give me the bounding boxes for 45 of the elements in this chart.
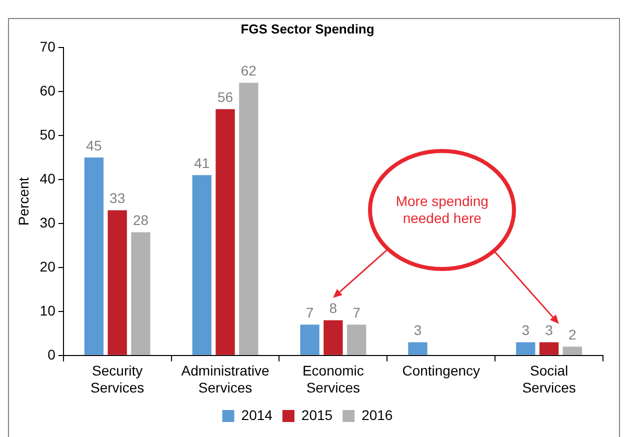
bar [216, 109, 235, 355]
chart-title: FGS Sector Spending [240, 21, 374, 36]
bar [408, 342, 428, 355]
x-tick-label: Economic Services [302, 362, 364, 396]
data-label: 62 [240, 62, 257, 79]
y-axis-title: Percent [15, 177, 32, 226]
bar [84, 158, 104, 355]
legend-label: 2016 [362, 406, 393, 423]
data-label: 45 [86, 137, 102, 154]
bar [516, 342, 536, 355]
x-tick-label: Contingency [402, 362, 480, 379]
data-label: 28 [132, 212, 149, 228]
data-label: 7 [352, 304, 361, 320]
annotation: More spending needed here [394, 193, 490, 228]
y-tick-label: 50 [40, 126, 56, 142]
legend-label: 2015 [301, 406, 333, 423]
y-tick-label: 40 [40, 170, 56, 186]
y-tick-label: 70 [40, 38, 56, 54]
legend-label: 2014 [241, 406, 273, 423]
y-tick-label: 10 [40, 302, 56, 318]
bar [192, 175, 212, 355]
bar [539, 342, 559, 355]
x-tick-label: Social Services [522, 362, 576, 396]
data-label: 7 [306, 304, 314, 320]
y-tick-label: 0 [48, 346, 56, 362]
data-label: 41 [194, 154, 210, 171]
bar [346, 324, 366, 355]
y-tick-label: 60 [40, 82, 56, 98]
x-tick-label: Security Services [90, 362, 144, 396]
data-label: 33 [110, 190, 126, 206]
bar [324, 320, 343, 355]
bar [562, 346, 582, 355]
bar [108, 210, 127, 355]
data-label: 3 [522, 322, 530, 338]
data-label: 8 [329, 300, 338, 316]
bar [300, 324, 320, 355]
bar [131, 232, 150, 355]
data-label: 56 [217, 89, 234, 106]
x-tick-label: Administrative Services [181, 362, 270, 396]
y-tick-label: 20 [40, 258, 56, 274]
data-label: 3 [414, 322, 422, 338]
data-label: 2 [568, 326, 577, 342]
data-label: 3 [545, 322, 554, 338]
bar [239, 82, 258, 355]
y-tick-label: 30 [40, 214, 56, 230]
